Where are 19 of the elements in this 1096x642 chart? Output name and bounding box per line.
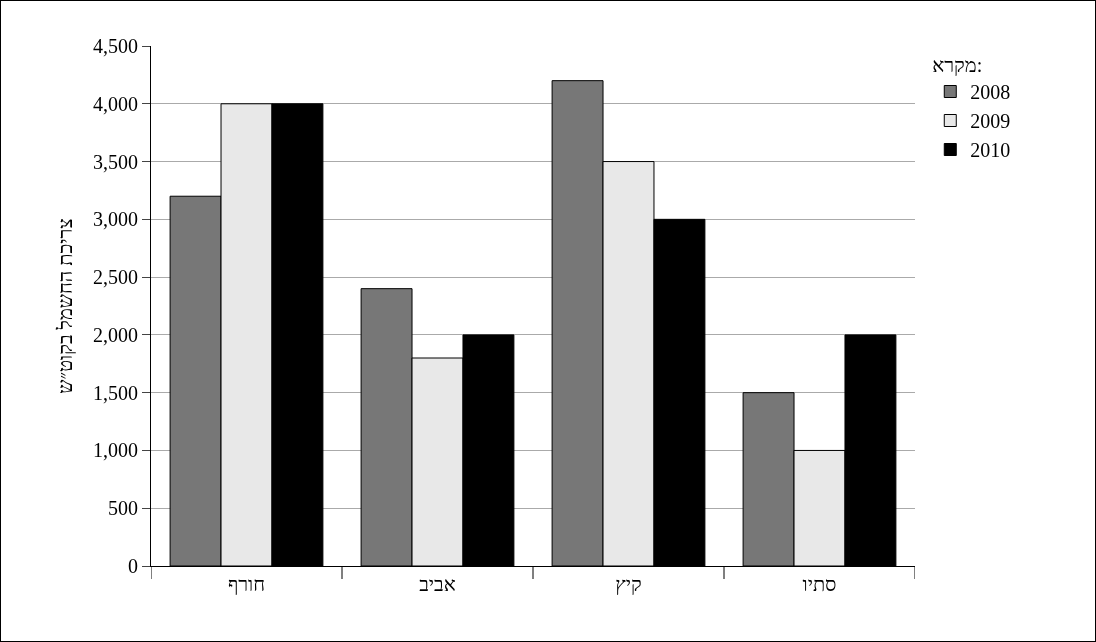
- x-tick-label: אביב: [419, 573, 456, 595]
- y-axis-title: צריכת החשמל בקוט״ש: [53, 218, 76, 394]
- legend-label: 2010: [970, 139, 1011, 162]
- y-tick-label: 0: [128, 555, 138, 577]
- legend-title: מקרא:: [932, 54, 983, 76]
- y-tick-label: 2,500: [93, 266, 138, 289]
- legend-label: 2008: [970, 81, 1011, 104]
- legend-label: 2009: [970, 110, 1011, 133]
- y-tick-label: 500: [108, 497, 138, 520]
- y-tick-label: 3,000: [93, 208, 138, 231]
- y-tick-label: 1,000: [93, 439, 138, 462]
- x-tick-label: קיץ: [615, 573, 642, 595]
- x-tick-label: סתיו: [802, 573, 837, 595]
- y-tick-label: 2,000: [93, 323, 138, 346]
- y-tick-label: 1,500: [93, 381, 138, 404]
- y-tick-label: 4,000: [93, 92, 138, 115]
- y-tick-label: 4,500: [93, 35, 138, 57]
- x-tick-label: חורף: [227, 573, 266, 595]
- y-tick-label: 3,500: [93, 150, 138, 173]
